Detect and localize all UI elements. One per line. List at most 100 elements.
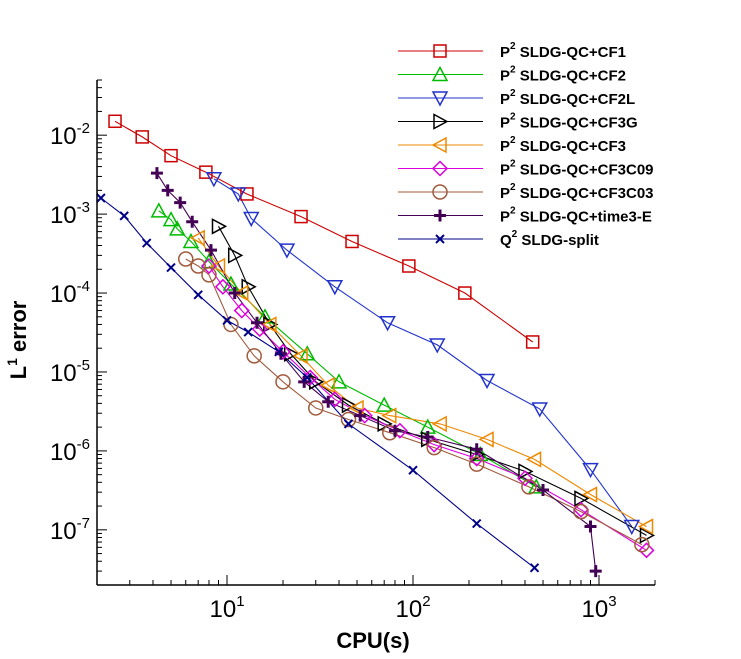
legend: P2 SLDG-QC+CF1 P2 SLDG-QC+CF2 P2 SLDG-QC+C… — [398, 41, 654, 249]
legend-label-8: Q2 SLDG-split — [500, 229, 599, 249]
data-point-4-4 — [292, 347, 308, 365]
data-point-0-1 — [135, 130, 149, 144]
data-point-4-9 — [478, 431, 494, 448]
legend-label-2: P2 SLDG-QC+CF2L — [500, 88, 635, 108]
data-point-0-2 — [164, 148, 178, 163]
data-point-8-12 — [529, 563, 540, 573]
data-point-2-5 — [379, 316, 396, 332]
data-point-0-4 — [240, 187, 254, 201]
data-point-5-6 — [326, 391, 343, 408]
data-point-1-2 — [168, 220, 186, 236]
data-point-8-4 — [193, 290, 203, 300]
data-point-8-8 — [302, 372, 312, 383]
data-point-2-10 — [623, 519, 641, 536]
data-point-8-11 — [471, 518, 482, 529]
data-point-6-9 — [426, 439, 442, 456]
data-point-8-10 — [408, 465, 418, 475]
x-tick-label: 102 — [395, 593, 430, 623]
data-point-8-2 — [141, 238, 152, 248]
legend-marker-5 — [431, 160, 449, 177]
data-point-4-11 — [581, 486, 598, 503]
data-point-7-12 — [421, 430, 434, 443]
data-point-4-12 — [637, 518, 654, 535]
data-point-6-7 — [340, 411, 357, 428]
data-point-8-7 — [274, 347, 284, 357]
x-tick-label: 103 — [581, 593, 616, 623]
data-point-2-3 — [278, 243, 296, 259]
legend-label-5: P2 SLDG-QC+CF3C09 — [500, 159, 654, 179]
data-point-7-1 — [161, 184, 174, 197]
data-point-0-7 — [402, 259, 416, 273]
data-point-5-3 — [251, 320, 268, 338]
data-point-6-8 — [382, 424, 398, 441]
data-point-6-1 — [190, 258, 206, 274]
data-point-7-16 — [589, 565, 602, 578]
legend-marker-4 — [431, 136, 447, 154]
data-point-8-5 — [222, 315, 232, 326]
data-point-2-0 — [205, 172, 223, 188]
data-point-6-10 — [468, 456, 485, 472]
data-point-0-6 — [345, 234, 359, 249]
data-point-1-1 — [162, 211, 180, 227]
data-point-4-3 — [261, 316, 277, 333]
data-point-8-1 — [119, 211, 129, 221]
data-point-4-0 — [189, 229, 205, 247]
x-tick-label: 101 — [209, 593, 244, 623]
data-point-7-3 — [186, 215, 199, 228]
data-point-7-13 — [470, 443, 483, 456]
data-point-2-1 — [230, 187, 247, 203]
data-point-6-13 — [634, 536, 650, 553]
data-point-6-4 — [246, 348, 262, 364]
data-point-5-10 — [468, 450, 485, 467]
data-point-1-8 — [330, 373, 348, 389]
data-point-6-12 — [573, 503, 589, 520]
data-point-5-1 — [214, 278, 231, 295]
data-point-3-6 — [341, 396, 358, 414]
legend-label-7: P2 SLDG-QC+time3-E — [500, 206, 652, 226]
x-axis-ticks: 101 102 103 — [96, 575, 656, 623]
data-point-3-2 — [241, 278, 257, 296]
y-tick-label: 10-7 — [50, 515, 90, 545]
data-point-4-10 — [525, 451, 542, 468]
y-tick-label: 10-4 — [50, 278, 90, 308]
marker-layer — [96, 114, 656, 578]
data-point-7-9 — [322, 395, 335, 408]
y-tick-label: 10-5 — [50, 357, 90, 387]
y-tick-label: 10-2 — [50, 120, 90, 150]
data-point-0-8 — [458, 286, 472, 300]
axes — [96, 80, 655, 586]
y-axis-ticks: 10-2 10-3 10-4 10-5 10-6 10-7 — [50, 79, 107, 586]
data-point-2-4 — [326, 280, 344, 296]
data-point-8-6 — [243, 327, 253, 337]
data-point-4-6 — [348, 399, 364, 417]
data-point-0-9 — [525, 335, 540, 349]
data-point-4-1 — [209, 257, 226, 275]
series-line-1 — [158, 210, 537, 488]
data-point-3-0 — [211, 218, 228, 235]
x-axis-title: CPU(s) — [336, 628, 409, 653]
data-point-4-7 — [381, 407, 397, 424]
data-point-7-10 — [354, 409, 367, 422]
data-point-4-2 — [233, 284, 249, 302]
data-point-4-5 — [319, 376, 335, 394]
data-point-2-9 — [582, 462, 599, 479]
legend-label-6: P2 SLDG-QC+CF3C03 — [500, 182, 654, 202]
legend-marker-3 — [433, 113, 449, 130]
data-point-6-0 — [177, 251, 194, 267]
data-point-8-0 — [96, 193, 106, 203]
data-point-2-2 — [242, 211, 260, 228]
data-point-7-14 — [537, 483, 550, 496]
data-point-7-5 — [228, 287, 241, 300]
data-point-6-5 — [275, 374, 291, 390]
series-line-5 — [208, 265, 647, 551]
data-point-0-0 — [108, 114, 122, 129]
data-point-2-8 — [531, 402, 548, 418]
data-point-1-12 — [528, 478, 545, 494]
data-point-7-15 — [584, 520, 597, 533]
data-point-5-13 — [638, 542, 655, 559]
legend-marker-6 — [432, 184, 448, 200]
data-point-5-11 — [516, 470, 534, 487]
legend-marker-2 — [431, 91, 449, 107]
series-line-2 — [213, 178, 633, 527]
